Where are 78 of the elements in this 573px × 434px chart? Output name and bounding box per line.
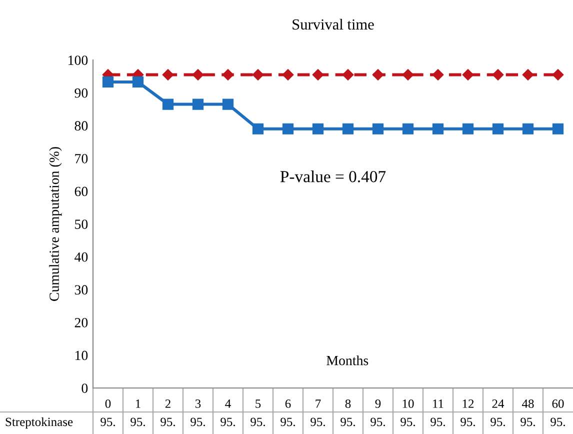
data-label: 95. [550,418,565,426]
x-tick-label: 12 [462,400,474,408]
point [342,69,354,80]
data-label: 95. [400,418,415,426]
x-tick-label: 9 [375,400,381,408]
point [222,69,234,80]
data-label: 95. [190,418,205,426]
point [222,98,234,110]
point [552,69,564,80]
data-label: 95. [520,418,535,426]
annotation: P-value = 0.407 [280,170,386,182]
data-label: 95. [160,418,175,426]
data-label: 95. [220,418,235,426]
y-tick-label: 90 [74,88,88,98]
point [462,69,474,80]
x-tick-label: 6 [285,400,291,408]
y-tick-label: 80 [74,121,88,131]
point [192,98,204,110]
data-label: 95. [430,418,445,426]
y-axis-title: Cumulative amputation (%) [49,147,62,301]
data-label: 95. [490,418,505,426]
x-tick-label: 1 [136,400,140,408]
y-tick-label: 50 [75,220,88,229]
data-label: 95. [310,418,325,426]
x-tick-label: 10 [402,399,414,408]
point [102,76,114,88]
data-label: 95. [280,418,295,426]
point [372,69,384,80]
data-label: 95. [130,418,145,426]
point [312,69,324,80]
x-tick-label: 3 [195,400,201,408]
chart-title: Survival time [292,18,374,30]
point [282,69,294,80]
point [432,69,444,80]
data-label: 95. [460,418,475,426]
point [252,69,264,80]
y-tick-label: 30 [74,285,88,295]
x-tick-label: 4 [225,400,231,408]
point [432,123,444,134]
y-tick-label: 0 [82,384,88,393]
point [492,69,504,80]
x-tick-label: 2 [165,400,170,408]
point [192,69,204,80]
x-tick-label: 7 [316,400,321,408]
x-tick-label: 11 [433,400,444,408]
y-tick-label: 20 [74,318,88,328]
y-tick-label: 60 [74,186,88,196]
data-label: 95. [340,418,355,426]
point [252,123,264,134]
point [522,123,534,134]
point [552,123,564,134]
point [522,69,534,80]
y-tick-label: 10 [75,350,88,360]
y-tick-label: 40 [74,252,88,262]
point [402,69,414,80]
point [372,123,384,134]
data-label: 95. [370,418,385,426]
data-label: 95. [250,418,265,426]
y-tick-label: 70 [75,154,88,164]
x-tick-label: 8 [345,399,351,408]
point [462,123,474,134]
point [162,98,174,110]
point [312,123,324,134]
x-tick-label: 5 [256,400,261,408]
point [132,76,144,88]
x-tick-label: 0 [105,399,111,408]
x-tick-label: 24 [492,400,504,408]
point [402,123,414,134]
y-tick-label: 100 [68,56,88,65]
text: Streptokinase [6,417,73,429]
point [282,123,294,134]
point [342,123,354,134]
x-tick-label: 48 [522,399,534,408]
point [162,69,174,80]
point [492,123,504,134]
data-label: 95. [100,418,115,426]
x-axis-title: Months [326,355,368,366]
x-tick-label: 60 [552,399,564,408]
